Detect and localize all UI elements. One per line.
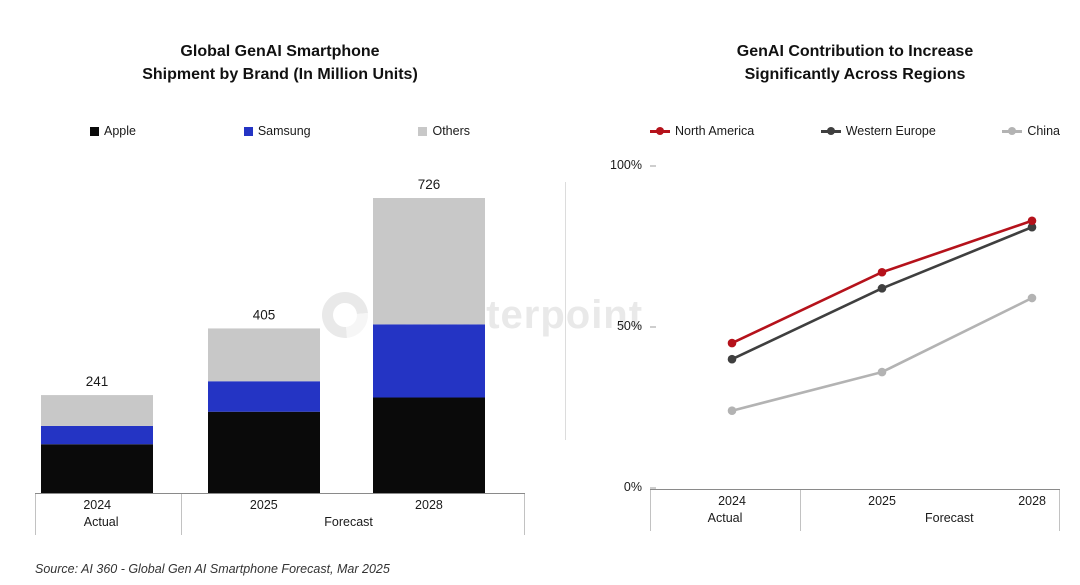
group-label-actual: Actual [707,511,743,525]
bar-chart-canvas: 241 405 726 [41,177,485,493]
line-China [730,296,1034,413]
point-China-2025 [877,367,887,377]
left-chart-title: Global GenAI Smartphone Shipment by Bran… [35,40,525,86]
axis-separator [650,490,651,531]
bar-segment-Others-2025 [208,328,320,382]
legend-item-north-america: North America [650,124,754,138]
source-note: Source: AI 360 - Global Gen AI Smartphon… [35,562,390,576]
y-tick-50: 50% [616,319,642,333]
bar-segment-Apple-2025 [208,411,320,493]
legend-label-samsung: Samsung [257,124,311,138]
point-Western Europe-2025 [877,284,887,293]
left-chart-title-line2: Shipment by Brand (In Million Units) [142,66,418,83]
x-tick-2024: 2024 [718,494,746,508]
marker-dot [826,127,835,135]
group-label-forecast: Forecast [924,511,974,525]
point-North America-2028 [1027,216,1037,226]
china-line-marker-icon [1002,127,1023,136]
axis-separator [181,494,183,535]
right-chart-legend: North America Western Europe China [650,124,1060,138]
x-tick-2028: 2028 [415,498,443,512]
marker-dot [656,127,664,135]
left-chart-legend: Apple Samsung Others [35,124,525,138]
group-label-forecast: Forecast [324,515,373,529]
x-tick-2024: 2024 [83,498,112,512]
right-chart-x-axis: 2024 2025 2028 Actual Forecast [650,489,1060,534]
legend-label-western-europe: Western Europe [845,124,936,138]
left-chart-x-axis: 2024 2025 2028 Actual Forecast [35,493,525,538]
legend-item-western-europe: Western Europe [820,124,936,138]
bar-segment-Samsung-2025 [208,381,320,412]
point-Western Europe-2024 [727,354,737,364]
bar-segment-Samsung-2028 [373,324,485,398]
right-chart-y-axis: 100% 50% 0% [602,158,642,534]
legend-label-china: China [1027,124,1060,138]
legend-label-north-america: North America [675,124,755,138]
charts-divider-line [565,182,566,440]
others-swatch-icon [418,126,428,136]
left-chart-panel: Global GenAI Smartphone Shipment by Bran… [35,0,525,585]
axis-separator [800,490,802,531]
legend-item-apple: Apple [90,124,136,138]
line-North America [730,219,1034,345]
line-Western Europe [730,225,1034,361]
point-North America-2024 [727,338,737,348]
legend-label-apple: Apple [104,124,136,138]
group-label-actual: Actual [83,515,119,529]
apple-swatch-icon [90,126,99,136]
left-chart-title-line1: Global GenAI Smartphone [180,43,380,60]
point-China-2024 [727,406,737,416]
point-Western Europe-2028 [1027,222,1037,232]
bar-total-label-2028: 726 [418,177,441,192]
bar-segment-Samsung-2024 [41,425,153,445]
legend-item-samsung: Samsung [243,124,311,138]
bar-total-label-2025: 405 [253,307,276,322]
marker-dot [1008,127,1017,135]
right-chart-title-line1: GenAI Contribution to Increase [736,43,974,60]
bar-segment-Others-2028 [373,198,485,325]
right-chart-plot: 100% 50% 0% 2024 2025 2028 Actual Foreca… [610,158,1060,534]
samsung-swatch-icon [243,126,253,136]
point-China-2028 [1027,293,1037,303]
bar-segment-Apple-2028 [373,397,485,493]
north-america-line-marker-icon [650,127,670,136]
bar-segment-Apple-2024 [41,444,153,493]
line-chart-canvas [650,165,1037,489]
right-chart-title-line2: Significantly Across Regions [744,66,966,83]
x-tick-2028: 2028 [1018,494,1047,508]
western-europe-line-marker-icon [820,127,841,136]
axis-separator [35,494,36,535]
left-chart-plot: 241 405 726 2024 2025 2028 Actual Forecast [35,143,525,538]
y-tick-100: 100% [610,158,642,172]
legend-label-others: Others [432,124,470,138]
y-tick-0: 0% [623,480,642,494]
legend-item-china: China [1002,124,1060,138]
right-chart-panel: GenAI Contribution to Increase Significa… [600,0,1060,585]
legend-item-others: Others [418,124,470,138]
axis-separator [1059,490,1060,531]
right-chart-title: GenAI Contribution to Increase Significa… [650,40,1060,86]
bar-segment-Others-2024 [41,395,153,426]
bar-total-label-2024: 241 [86,374,109,389]
x-tick-2025: 2025 [868,494,896,508]
point-North America-2025 [877,267,887,277]
x-tick-2025: 2025 [249,498,278,512]
axis-separator [524,494,525,535]
